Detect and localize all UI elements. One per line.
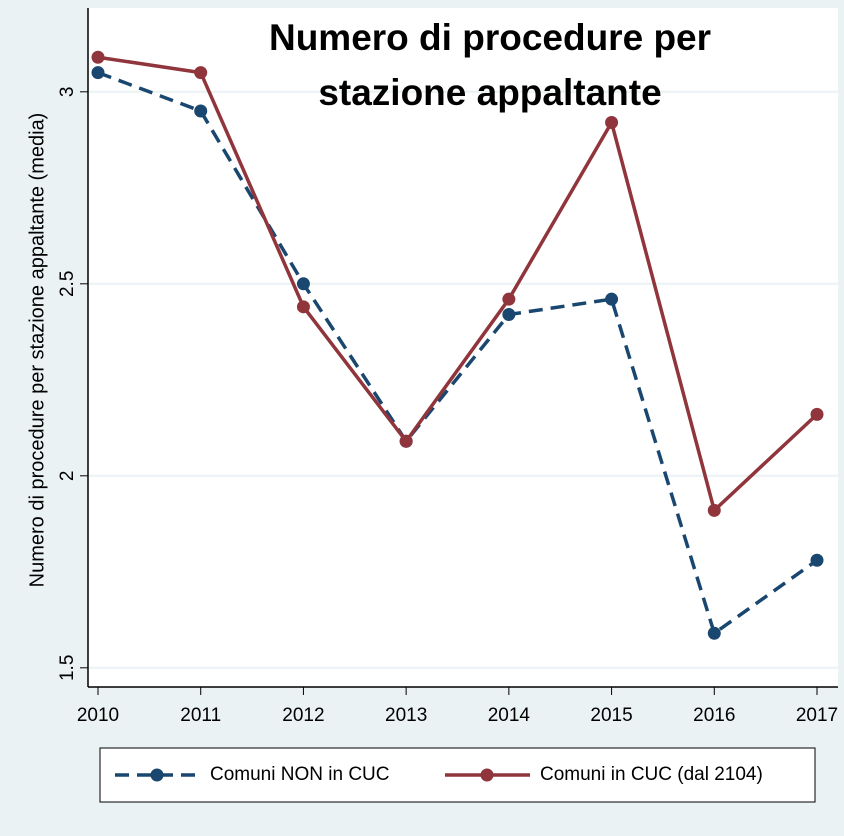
series-line <box>97 70 819 637</box>
x-tick-label: 2014 <box>488 705 531 726</box>
legend-marker <box>150 768 164 782</box>
data-point <box>810 553 824 567</box>
legend-marker <box>480 768 494 782</box>
y-tick-label: 2.5 <box>57 271 78 297</box>
data-point <box>502 292 516 306</box>
data-point <box>707 503 721 517</box>
x-tick-label: 2013 <box>385 705 427 726</box>
data-point <box>605 116 619 130</box>
x-tick-label: 2012 <box>282 705 324 726</box>
data-point <box>194 104 208 118</box>
data-point <box>502 308 516 322</box>
data-point <box>399 434 413 448</box>
series-line <box>97 55 819 514</box>
y-tick-label: 1.5 <box>57 655 78 681</box>
data-point <box>810 407 824 421</box>
data-point <box>194 66 208 80</box>
x-tick-label: 2011 <box>180 705 221 726</box>
x-tick-label: 2010 <box>77 705 119 726</box>
data-point <box>605 292 619 306</box>
y-tick-label: 2 <box>57 471 78 482</box>
y-tick-label: 3 <box>57 87 78 98</box>
chart-title: stazione appaltante <box>318 72 661 113</box>
x-tick-label: 2015 <box>590 705 632 726</box>
data-point <box>296 300 310 314</box>
legend-label: Comuni in CUC (dal 2104) <box>540 764 763 785</box>
plot-area <box>88 8 838 687</box>
legend-label: Comuni NON in CUC <box>210 764 389 785</box>
data-point <box>91 50 105 64</box>
y-axis-title: Numero di procedure per stazione appalta… <box>26 113 48 588</box>
chart-title: Numero di procedure per <box>269 17 711 58</box>
x-tick-label: 2016 <box>693 705 735 726</box>
data-point <box>296 277 310 291</box>
x-tick-label: 2017 <box>796 705 838 726</box>
data-point <box>91 66 105 80</box>
data-point <box>707 626 721 640</box>
